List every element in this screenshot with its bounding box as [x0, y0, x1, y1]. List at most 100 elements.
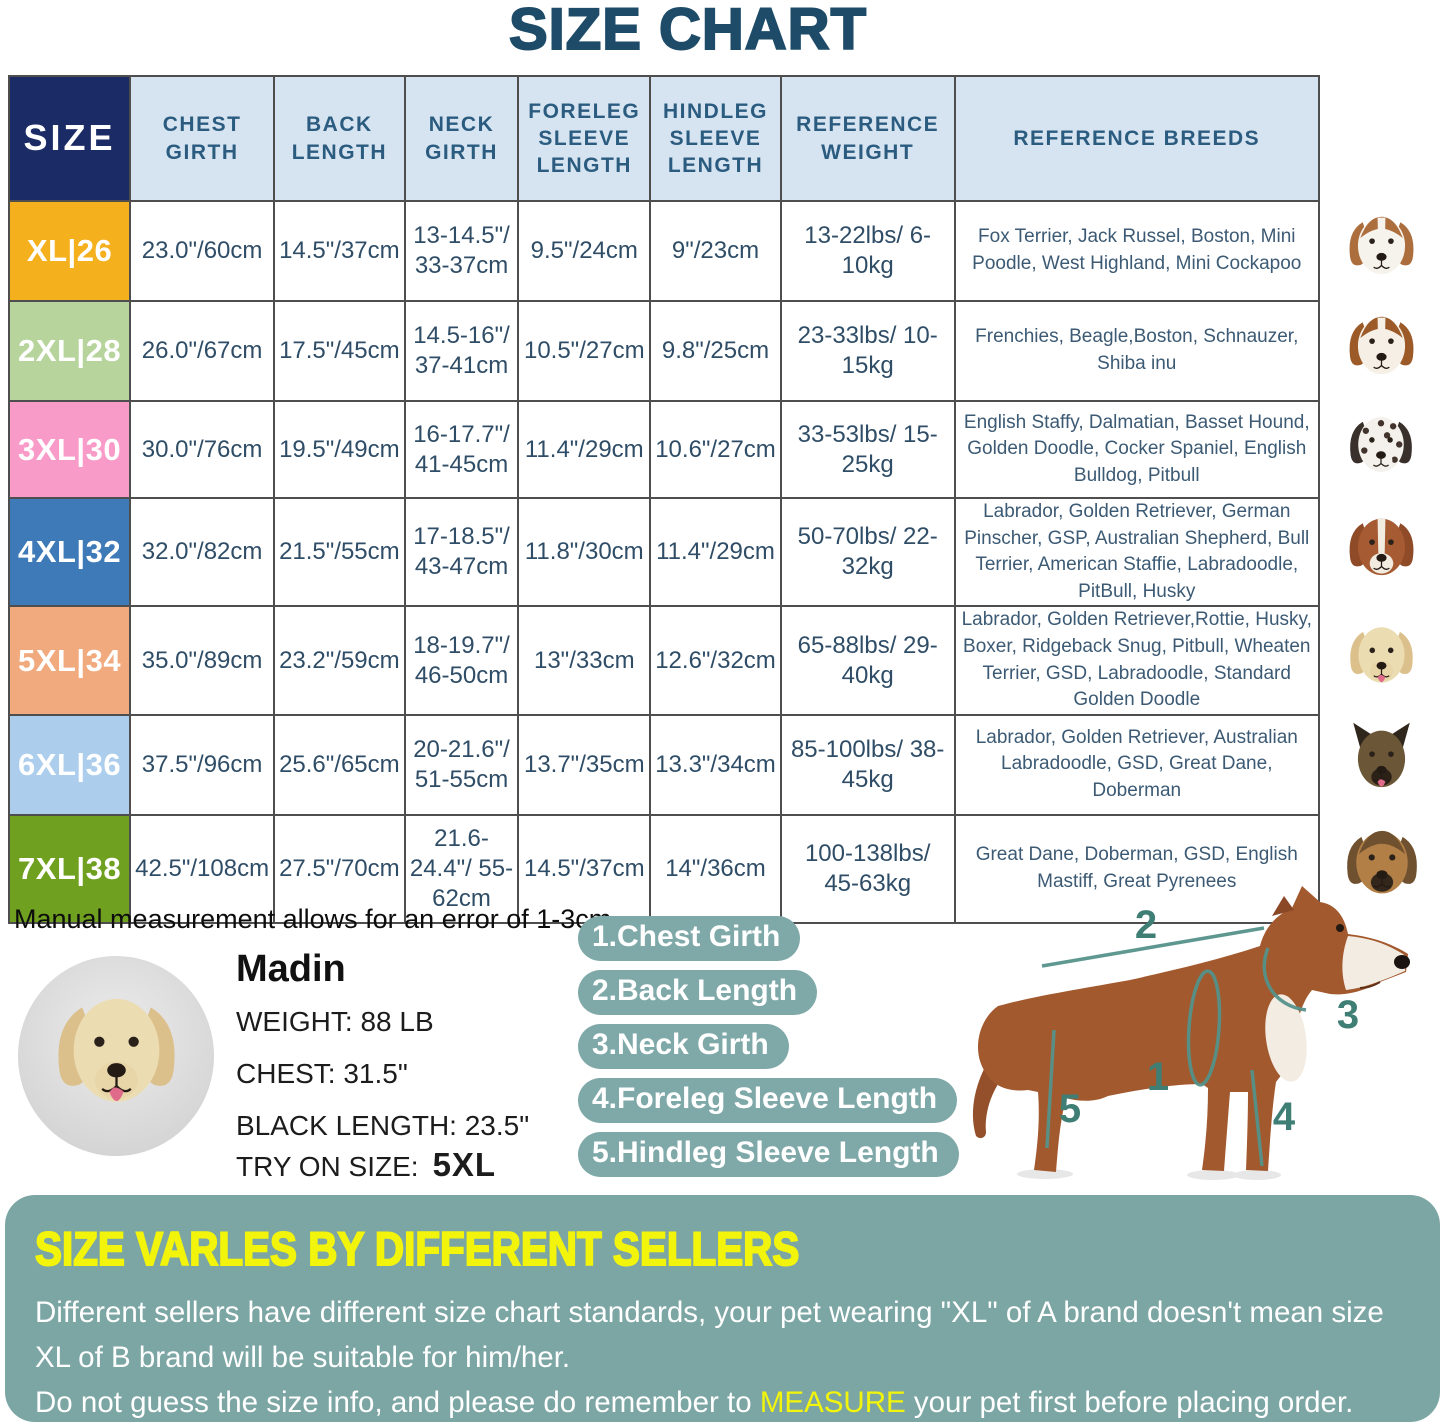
dog-ear	[1272, 896, 1294, 916]
neck-cell: 20-21.6"/ 51-55cm	[403, 713, 520, 816]
weight-cell: 33-53lbs/ 15-25kg	[779, 400, 956, 499]
diagram-label-1: 1	[1147, 1055, 1169, 1099]
labrador-photo	[1350, 627, 1413, 683]
model-specs: WEIGHT: 88 LB CHEST: 31.5" BLACK LENGTH:…	[236, 1006, 529, 1162]
hindleg-cell: 13.3"/34cm	[649, 713, 782, 816]
breed-photo-cell	[1318, 606, 1444, 715]
neck-cell: 17-18.5"/ 43-47cm	[403, 496, 520, 608]
breed-photo-cell	[1318, 201, 1444, 301]
model-weight: WEIGHT: 88 LB	[236, 1006, 434, 1037]
size-chart-table: SIZE CHEST GIRTH BACK LENGTH NECK GIRTH FORE…	[7, 75, 1445, 924]
weight-cell: 50-70lbs/ 22-32kg	[779, 496, 956, 608]
diagram-label-4: 4	[1273, 1095, 1296, 1139]
warning-text-2: Do not guess the size info, and please d…	[35, 1386, 760, 1419]
chest-cell: 23.0"/60cm	[129, 200, 276, 302]
size-row-5xl-34: 5XL|34 35.0"/89cm 23.2"/59cm 18-19.7"/ 46-5…	[7, 605, 1444, 716]
column-header-5: HINDLEG SLEEVE LENGTH	[649, 75, 782, 202]
dog-muzzle-patch	[1342, 936, 1406, 990]
breeds-cell: Great Dane, Doberman, GSD, English Masti…	[953, 813, 1320, 924]
hindleg-line	[1045, 1029, 1056, 1149]
foreleg-cell: 14.5"/37cm	[517, 813, 652, 924]
back-cell: 27.5"/70cm	[273, 813, 406, 924]
size-row-4xl-32: 4XL|32 32.0"/82cm 21.5"/55cm 17-18.5"/ 43-4…	[7, 496, 1444, 608]
size-row-3xl-30: 3XL|30 30.0"/76cm 19.5"/49cm 16-17.7"/ 41-4…	[7, 400, 1444, 499]
measure-label-5: 5.Hindleg Sleeve Length	[578, 1132, 959, 1177]
chest-cell: 32.0"/82cm	[129, 496, 276, 608]
size-row-6xl-36: 6XL|36 37.5"/96cm 25.6"/65cm 20-21.6"/ 51-5…	[7, 713, 1444, 816]
size-row-2xl-28: 2XL|28 26.0"/67cm 17.5"/45cm 14.5-16"/ 37-4…	[7, 300, 1444, 402]
foreleg-cell: 9.5"/24cm	[517, 200, 652, 302]
breed-photo-cell	[1318, 498, 1444, 607]
weight-cell: 100-138lbs/ 45-63kg	[779, 813, 956, 924]
weight-cell: 23-33lbs/ 10-15kg	[779, 300, 956, 402]
size-badge: 5XL|34	[7, 605, 132, 716]
foreleg-cell: 13.7"/35cm	[517, 713, 652, 816]
size-badge: 3XL|30	[7, 400, 132, 499]
measure-highlight: MEASURE	[759, 1386, 906, 1419]
measure-labels-list: 1.Chest Girth 2.Back Length 3.Neck Girth 4.…	[578, 916, 959, 1186]
diagram-label-5: 5	[1059, 1087, 1081, 1131]
measure-label-1: 1.Chest Girth	[578, 916, 801, 961]
paw-shadow	[1017, 1169, 1073, 1179]
chest-cell: 37.5"/96cm	[129, 713, 276, 816]
column-header-6: REFERENCE WEIGHT	[779, 75, 956, 202]
neck-girth-line	[1262, 947, 1307, 1012]
warning-body: Different sellers have different size ch…	[35, 1290, 1410, 1425]
back-cell: 14.5"/37cm	[273, 200, 406, 302]
weight-cell: 13-22lbs/ 6-10kg	[779, 200, 956, 302]
weight-cell: 85-100lbs/ 38-45kg	[779, 713, 956, 816]
breeds-cell: Labrador, Golden Retriever, German Pinsc…	[953, 496, 1320, 608]
breed-photo-cell	[1318, 714, 1444, 815]
chest-cell: 30.0"/76cm	[129, 400, 276, 499]
neck-cell: 18-19.7"/ 46-50cm	[403, 605, 520, 716]
chest-cell: 35.0"/89cm	[129, 605, 276, 716]
table-header-row: SIZE CHEST GIRTH BACK LENGTH NECK GIRTH FORE…	[7, 75, 1444, 202]
paw-shadow	[1233, 1170, 1281, 1180]
amstaff-photo	[1349, 518, 1414, 575]
back-cell: 17.5"/45cm	[273, 300, 406, 402]
column-header-7: REFERENCE BREEDS	[953, 75, 1320, 202]
model-name: Madin	[236, 948, 346, 990]
back-length-line	[1041, 926, 1265, 968]
model-chest: CHEST: 31.5"	[236, 1058, 408, 1089]
dalmatian-photo	[1350, 416, 1413, 472]
hindleg-cell: 9.8"/25cm	[649, 300, 782, 402]
measure-label-2: 2.Back Length	[578, 970, 818, 1015]
size-badge: 7XL|38	[7, 813, 132, 924]
foreleg-cell: 11.4"/29cm	[517, 400, 652, 499]
size-row-7xl-38: 7XL|38 42.5"/108cm 27.5"/70cm 21.6-24.4"/ 5…	[7, 813, 1444, 924]
paw-shadow	[1187, 1170, 1239, 1180]
breed-photo-cell	[1318, 814, 1444, 923]
model-back-length: BLACK LENGTH: 23.5"	[236, 1110, 530, 1141]
try-on-size-value: 5XL	[432, 1146, 497, 1183]
neck-cell: 16-17.7"/ 41-45cm	[403, 400, 520, 499]
column-header-2: BACK LENGTH	[273, 75, 406, 202]
hindleg-cell: 14"/36cm	[649, 813, 782, 924]
hindleg-cell: 12.6"/32cm	[649, 605, 782, 716]
neck-cell: 13-14.5"/ 33-37cm	[403, 200, 520, 302]
warning-heading: SIZE VARLES BY DIFFERENT SELLERS	[34, 1221, 800, 1276]
chest-cell: 42.5"/108cm	[129, 813, 276, 924]
column-header-size: SIZE	[7, 75, 132, 202]
column-header-1: CHEST GIRTH	[129, 75, 276, 202]
hindleg-cell: 10.6"/27cm	[649, 400, 782, 499]
back-cell: 21.5"/55cm	[273, 496, 406, 608]
page-title: SIZE CHART	[508, 0, 867, 63]
german-shepherd-photo	[1353, 722, 1410, 788]
back-cell: 23.2"/59cm	[273, 605, 406, 716]
measure-label-4: 4.Foreleg Sleeve Length	[578, 1078, 958, 1123]
size-row-xl-26: XL|26 23.0"/60cm 14.5"/37cm 13-14.5"/ 33-37…	[7, 200, 1444, 302]
breeds-cell: Labrador, Golden Retriever,Rottie, Husky…	[953, 605, 1320, 716]
back-cell: 25.6"/65cm	[273, 713, 406, 816]
warning-text-3: your pet first before placing order.	[905, 1386, 1354, 1419]
hindleg-cell: 11.4"/29cm	[649, 496, 782, 608]
photo-column-spacer	[1318, 76, 1444, 201]
neck-cell: 14.5-16"/ 37-41cm	[403, 300, 520, 402]
foreleg-cell: 11.8"/30cm	[517, 496, 652, 608]
dog-mouth	[1359, 981, 1381, 989]
size-badge: 2XL|28	[7, 300, 132, 402]
dog-measurement-diagram: 1 2 3 4 5	[972, 886, 1410, 1180]
dog-chest-patch	[1265, 994, 1307, 1082]
model-dog-photo	[18, 956, 214, 1156]
measure-label-3: 3.Neck Girth	[578, 1024, 789, 1069]
